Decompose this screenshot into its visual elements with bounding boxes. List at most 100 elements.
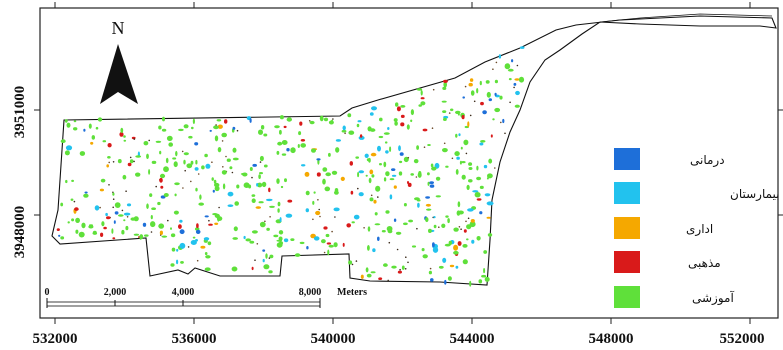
land-use-parcel <box>391 265 397 269</box>
land-use-parcel <box>500 121 502 124</box>
land-use-parcel <box>457 241 462 246</box>
land-use-parcel <box>385 171 390 177</box>
land-use-parcel <box>393 185 397 189</box>
land-use-parcel <box>371 174 375 178</box>
land-use-parcel <box>214 135 219 142</box>
land-use-parcel <box>395 231 402 235</box>
land-use-parcel <box>252 163 257 167</box>
land-use-parcel <box>323 117 329 122</box>
land-use-parcel <box>175 150 178 157</box>
land-use-parcel <box>410 119 413 123</box>
land-use-parcel <box>398 171 403 176</box>
land-use-parcel <box>196 223 199 229</box>
land-use-parcel <box>365 267 369 273</box>
land-use-parcel <box>318 208 321 211</box>
land-use-parcel <box>195 187 198 192</box>
land-use-parcel <box>65 179 68 184</box>
land-use-parcel <box>249 118 252 123</box>
land-use-parcel <box>259 221 266 228</box>
land-use-parcel <box>88 123 92 129</box>
land-use-parcel <box>384 141 388 144</box>
land-use-parcel <box>335 147 340 153</box>
land-use-parcel <box>277 141 283 146</box>
land-use-parcel <box>178 224 182 230</box>
land-use-parcel <box>133 138 136 140</box>
land-use-parcel <box>472 190 479 193</box>
land-use-parcel <box>319 115 324 122</box>
land-use-parcel <box>216 119 222 122</box>
land-use-parcel <box>367 245 370 251</box>
land-use-parcel <box>435 176 441 181</box>
land-use-parcel <box>428 270 432 275</box>
land-use-parcel <box>121 209 124 212</box>
land-use-parcel <box>464 85 467 88</box>
land-use-parcel <box>454 151 460 157</box>
x-tick-label: 540000 <box>311 331 356 347</box>
land-use-parcel <box>208 219 210 222</box>
land-use-parcel <box>457 201 461 208</box>
land-use-parcel <box>207 241 212 246</box>
land-use-parcel <box>513 86 515 89</box>
land-use-parcel <box>65 145 73 151</box>
land-use-parcel <box>370 194 373 197</box>
land-use-parcel <box>399 152 404 156</box>
land-use-parcel <box>434 162 440 169</box>
land-use-parcel <box>112 206 114 209</box>
land-use-parcel <box>167 219 169 222</box>
land-use-parcel <box>378 135 384 139</box>
land-use-parcel <box>340 176 345 181</box>
land-use-parcel <box>385 210 390 214</box>
land-use-parcel <box>324 186 331 192</box>
land-use-parcel <box>483 164 488 169</box>
land-use-parcel <box>447 276 452 281</box>
land-use-parcel <box>194 142 199 146</box>
land-use-parcel <box>479 211 483 215</box>
land-use-parcel <box>215 124 217 126</box>
land-use-parcel <box>205 163 211 169</box>
land-use-parcel <box>290 238 295 242</box>
land-use-parcel <box>328 152 331 157</box>
land-use-parcel <box>432 242 435 248</box>
land-use-parcel <box>107 143 112 148</box>
land-use-parcel <box>353 214 360 220</box>
land-use-parcel <box>227 204 234 207</box>
land-use-parcel <box>394 121 398 126</box>
land-use-parcel <box>469 221 476 228</box>
land-use-parcel <box>514 78 520 81</box>
land-use-parcel <box>398 145 401 152</box>
land-use-parcel <box>417 202 420 208</box>
land-use-parcel <box>135 155 142 158</box>
land-use-parcel <box>515 90 520 96</box>
land-use-parcel <box>225 155 227 158</box>
land-use-parcel <box>214 182 220 188</box>
land-use-parcel <box>443 117 447 121</box>
land-use-parcel <box>478 279 483 284</box>
land-use-parcel <box>432 88 435 91</box>
land-use-parcel <box>112 161 115 163</box>
land-use-parcel <box>470 219 475 223</box>
land-use-parcel <box>393 218 397 222</box>
river-outline <box>599 13 773 23</box>
land-use-parcel <box>508 78 512 81</box>
land-use-parcel <box>429 181 434 185</box>
scale-label: 2,000 <box>104 287 127 298</box>
land-use-parcel <box>470 90 475 96</box>
land-use-parcel <box>123 135 126 138</box>
land-use-parcel <box>460 228 462 230</box>
land-use-parcel <box>432 246 439 253</box>
land-use-parcel <box>374 223 381 226</box>
land-use-parcel <box>150 231 153 233</box>
land-use-parcel <box>442 79 448 83</box>
legend-item: بیمارستان <box>614 182 780 204</box>
land-use-parcel <box>391 174 397 177</box>
land-use-parcel <box>123 219 126 222</box>
land-use-parcel <box>413 159 419 164</box>
land-use-parcel <box>441 223 446 228</box>
land-use-parcel <box>403 156 409 163</box>
land-use-parcel <box>118 214 124 217</box>
land-use-parcel <box>355 260 358 262</box>
land-use-parcel <box>421 248 425 252</box>
land-use-parcel <box>170 227 172 230</box>
land-use-parcel <box>126 216 129 218</box>
land-use-parcel <box>358 170 365 174</box>
